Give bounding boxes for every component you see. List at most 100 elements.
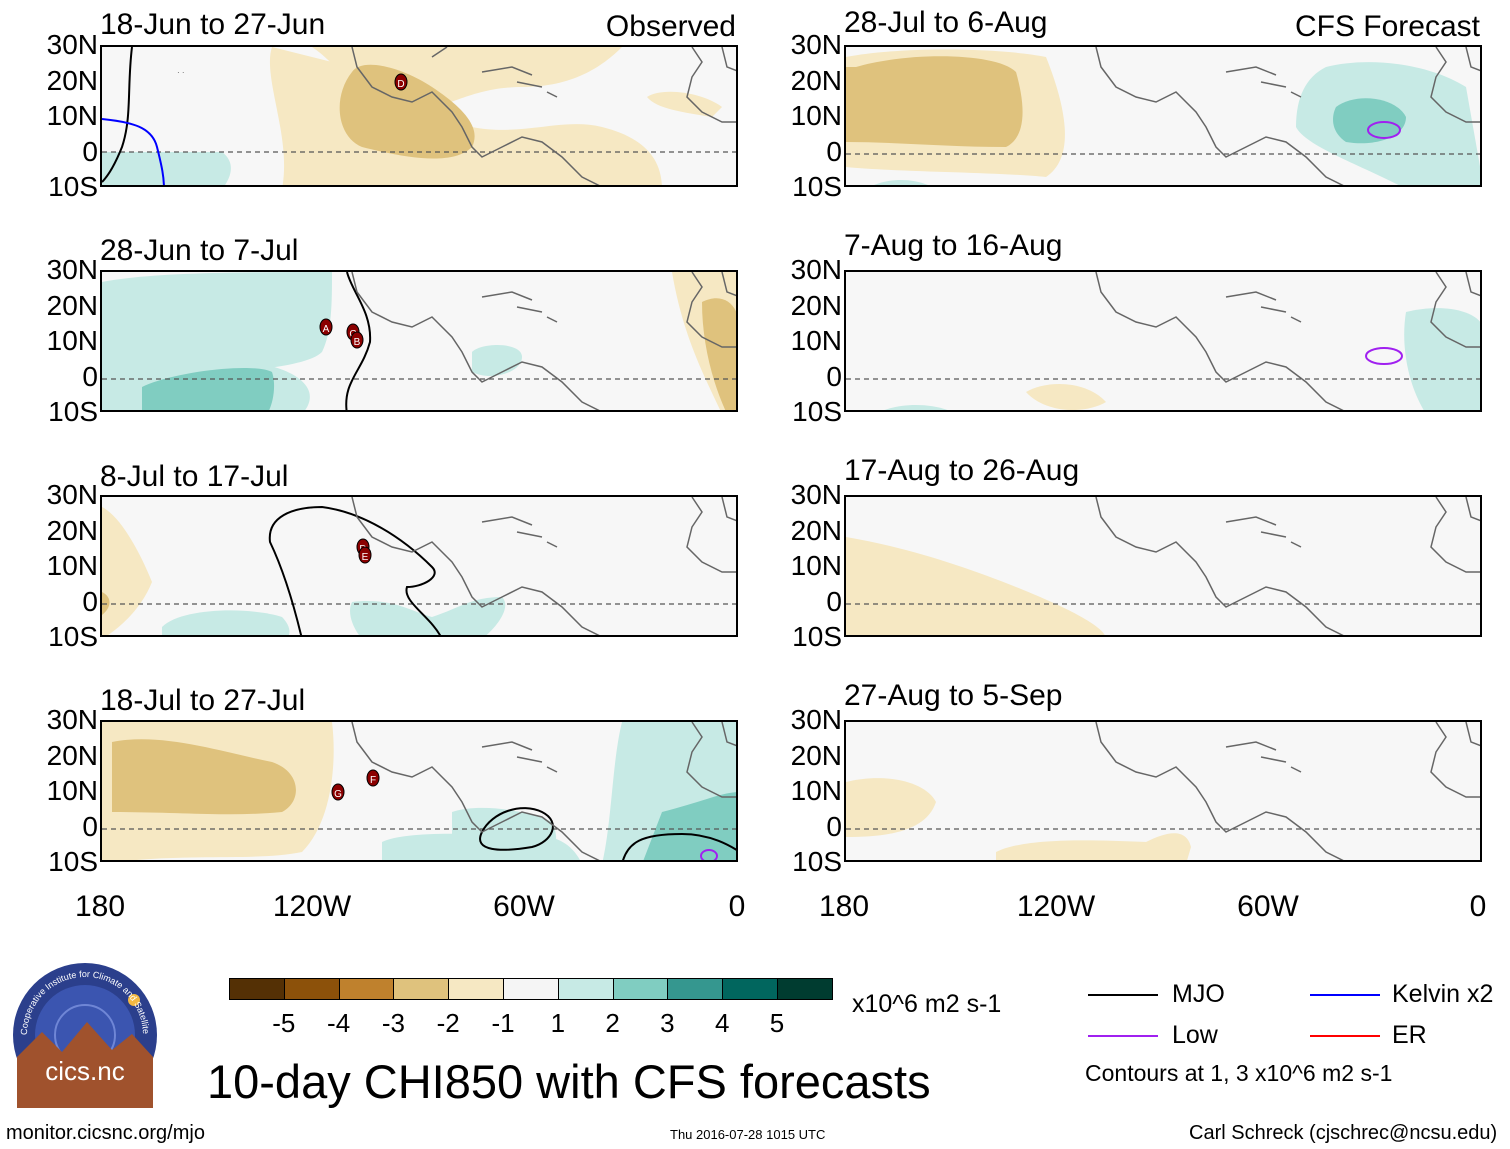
mjo-line-swatch (1088, 994, 1158, 996)
observed-label: Observed (605, 10, 736, 43)
lon-label: 180 (818, 890, 870, 923)
lat-label: 10N (790, 550, 842, 581)
lat-label: 10S (48, 171, 98, 202)
panel-date-range: 18-Jul to 27-Jul (100, 684, 306, 717)
footer-author: Carl Schreck (cjschrec@ncsu.edu) (1189, 1122, 1498, 1144)
lat-label: 10S (792, 171, 842, 202)
lat-label: 10S (792, 396, 842, 427)
legend-label-mjo: MJO (1172, 980, 1225, 1008)
lat-label: 30N (46, 29, 98, 60)
panel-date-range: 18-Jun to 27-Jun (100, 8, 326, 41)
forecast-label: CFS Forecast (1294, 10, 1480, 43)
legend-label-kelvin: Kelvin x2 (1392, 980, 1494, 1008)
lon-label: 120W (272, 890, 352, 923)
lat-label: 30N (790, 254, 842, 285)
lat-label: 0 (826, 135, 842, 167)
lat-label: 10S (48, 846, 98, 877)
panel-date-range: 8-Jul to 17-Jul (100, 460, 289, 493)
lat-label: 10N (46, 325, 98, 356)
lat-label: 30N (46, 479, 98, 510)
footer-timestamp: Thu 2016-07-28 1015 UTC (670, 1127, 826, 1142)
lat-label: 0 (82, 810, 98, 842)
panel-date-range: 17-Aug to 26-Aug (844, 454, 1080, 487)
lat-label: 0 (826, 360, 842, 392)
lat-label: 20N (790, 739, 842, 771)
storm-marker: B (350, 331, 364, 349)
lat-label: 10S (48, 621, 98, 652)
colorbar-label: -5 (272, 1008, 296, 1038)
panel-date-range: 7-Aug to 16-Aug (844, 229, 1063, 262)
lat-label: 20N (790, 514, 842, 546)
lat-label: 10N (790, 775, 842, 806)
low-line-swatch (1088, 1035, 1158, 1037)
lat-label: 10N (46, 100, 98, 131)
storm-marker: E (358, 546, 372, 564)
lat-label: 30N (46, 254, 98, 285)
legend-label-low: Low (1172, 1021, 1218, 1049)
colorbar-units: x10^6 m2 s-1 (852, 990, 1002, 1018)
lat-label: 10S (48, 396, 98, 427)
storm-marker: D (394, 73, 408, 91)
svg-text:A: A (323, 324, 330, 335)
map-panel-7 (844, 495, 1482, 637)
lat-label: 10S (792, 846, 842, 877)
colorbar-label: 2 (605, 1008, 620, 1038)
colorbar-label: -1 (491, 1008, 515, 1038)
lon-label: 0 (1469, 890, 1487, 923)
colorbar-swatch (338, 978, 395, 1000)
map-panel-2: A C B (100, 270, 738, 412)
lon-label: 60W (493, 890, 555, 923)
panel-date-range: 28-Jul to 6-Aug (844, 6, 1048, 39)
lat-label: 20N (790, 64, 842, 96)
svg-text:F: F (370, 775, 376, 786)
figure-title: 10-day CHI850 with CFS forecasts (207, 1055, 931, 1108)
map-panel-4: G F (100, 720, 738, 862)
svg-text:cics.nc: cics.nc (45, 1056, 124, 1086)
lat-label: 20N (46, 514, 98, 546)
lon-label: 60W (1237, 890, 1299, 923)
legend-label-er: ER (1392, 1021, 1427, 1049)
map-panel-8 (844, 720, 1482, 862)
lat-label: 20N (46, 739, 98, 771)
colorbar-label: 5 (769, 1008, 785, 1038)
colorbar-swatch (448, 978, 504, 1000)
map-panel-6 (844, 270, 1482, 412)
colorbar-label: -3 (381, 1008, 405, 1038)
colorbar-label: -4 (327, 1008, 351, 1038)
colorbar-swatch (667, 978, 724, 1000)
lon-label: 180 (74, 890, 126, 923)
lat-label: 0 (826, 585, 842, 617)
colorbar-label: 4 (714, 1008, 730, 1038)
lat-label: 30N (790, 704, 842, 735)
contours-note: Contours at 1, 3 x10^6 m2 s-1 (1085, 1060, 1393, 1086)
footer-url: monitor.cicsnc.org/mjo (6, 1122, 205, 1144)
svg-text:· ·: · · (177, 68, 185, 77)
map-panel-3: D E (100, 495, 738, 637)
lat-label: 0 (82, 135, 98, 167)
colorbar-swatch (557, 978, 614, 1000)
colorbar-swatch (722, 978, 778, 1000)
cicsnc-logo: Cooperative Institute for Climate and Sa… (10, 954, 158, 1108)
lat-label: 0 (82, 585, 98, 617)
colorbar-label: -2 (436, 1008, 460, 1038)
storm-marker: F (366, 769, 380, 787)
er-line-swatch (1310, 1035, 1380, 1037)
storm-marker: G (331, 783, 345, 801)
lat-label: 0 (82, 360, 98, 392)
svg-text:E: E (362, 552, 369, 563)
storm-marker: A (319, 318, 333, 336)
colorbar-swatch (283, 978, 340, 1000)
lat-label: 10N (46, 775, 98, 806)
map-panel-1: D · · (100, 45, 738, 187)
lat-label: 30N (790, 479, 842, 510)
lat-label: 20N (46, 289, 98, 321)
panel-date-range: 28-Jun to 7-Jul (100, 234, 299, 267)
lon-label: 120W (1016, 890, 1096, 923)
lat-label: 0 (826, 810, 842, 842)
svg-text:B: B (354, 337, 361, 348)
colorbar-swatch (393, 978, 450, 1000)
kelvin-line-swatch (1310, 994, 1380, 996)
colorbar-swatch (229, 978, 285, 1000)
colorbar-label: 3 (660, 1008, 675, 1038)
lat-label: 30N (790, 29, 842, 60)
